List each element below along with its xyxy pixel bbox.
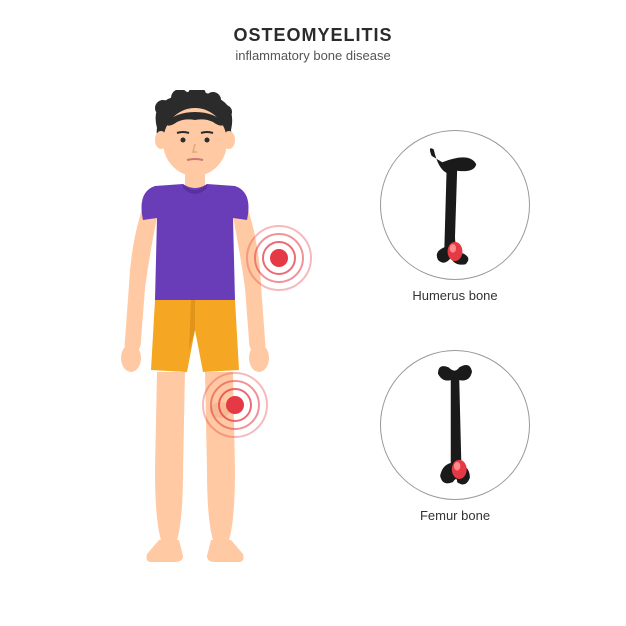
shirt (142, 184, 249, 300)
mouth (187, 159, 203, 160)
femur-bone-icon (410, 361, 500, 489)
femur-circle (380, 350, 530, 500)
humerus-bone-icon (410, 141, 500, 269)
header: OSTEOMYELITIS inflammatory bone disease (233, 25, 392, 63)
humerus-label: Humerus bone (380, 288, 530, 303)
humerus-callout: Humerus bone (380, 130, 530, 303)
body-svg (95, 90, 295, 570)
eye-right (205, 138, 210, 143)
femur-callout: Femur bone (380, 350, 530, 523)
page-subtitle: inflammatory bone disease (233, 48, 392, 63)
humerus-circle (380, 130, 530, 280)
foot-right (207, 540, 244, 562)
foot-left (147, 540, 184, 562)
page-title: OSTEOMYELITIS (233, 25, 392, 46)
eye-left (181, 138, 186, 143)
human-figure (95, 90, 295, 570)
knee-pain-marker (201, 371, 269, 439)
leg-left (155, 372, 185, 540)
femur-label: Femur bone (380, 508, 530, 523)
elbow-pain-marker (245, 224, 313, 292)
